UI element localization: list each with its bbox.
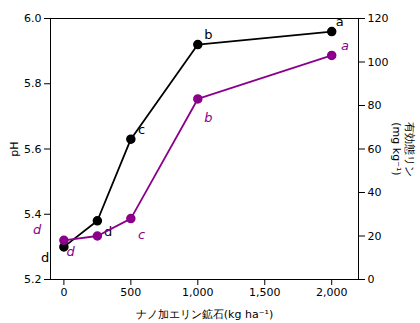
svg-text:5.6: 5.6 — [24, 143, 42, 156]
svg-text:a: a — [336, 14, 344, 29]
svg-text:5.4: 5.4 — [24, 208, 42, 221]
svg-text:pH: pH — [8, 141, 21, 156]
svg-text:c: c — [138, 122, 145, 137]
svg-text:5.8: 5.8 — [24, 77, 42, 90]
svg-text:6.0: 6.0 — [24, 12, 42, 25]
svg-text:40: 40 — [368, 186, 382, 199]
svg-text:120: 120 — [368, 12, 389, 25]
svg-text:a: a — [341, 38, 349, 53]
svg-text:100: 100 — [368, 56, 389, 69]
svg-text:20: 20 — [368, 230, 382, 243]
svg-text:500: 500 — [120, 286, 141, 299]
svg-text:d: d — [33, 222, 42, 237]
html-text:有効態リン (mg kg⁻¹): 有効態リン (mg kg⁻¹) — [390, 121, 416, 176]
svg-text:c: c — [138, 227, 145, 242]
svg-text:2,000: 2,000 — [316, 286, 348, 299]
svg-text:d: d — [67, 244, 76, 259]
svg-text:0: 0 — [60, 286, 67, 299]
svg-text:1,000: 1,000 — [182, 286, 214, 299]
svg-text:0: 0 — [368, 273, 375, 286]
svg-text:b: b — [204, 110, 212, 125]
svg-text:80: 80 — [368, 99, 382, 112]
svg-text:1,500: 1,500 — [249, 286, 281, 299]
svg-text:60: 60 — [368, 143, 382, 156]
svg-text:ナノ加エリン鉱石(kg ha⁻¹): ナノ加エリン鉱石(kg ha⁻¹) — [136, 308, 273, 321]
svg-text:d: d — [41, 250, 49, 265]
svg-text:d: d — [103, 223, 113, 239]
svg-text:b: b — [204, 27, 212, 42]
svg-text:5.2: 5.2 — [24, 273, 42, 286]
